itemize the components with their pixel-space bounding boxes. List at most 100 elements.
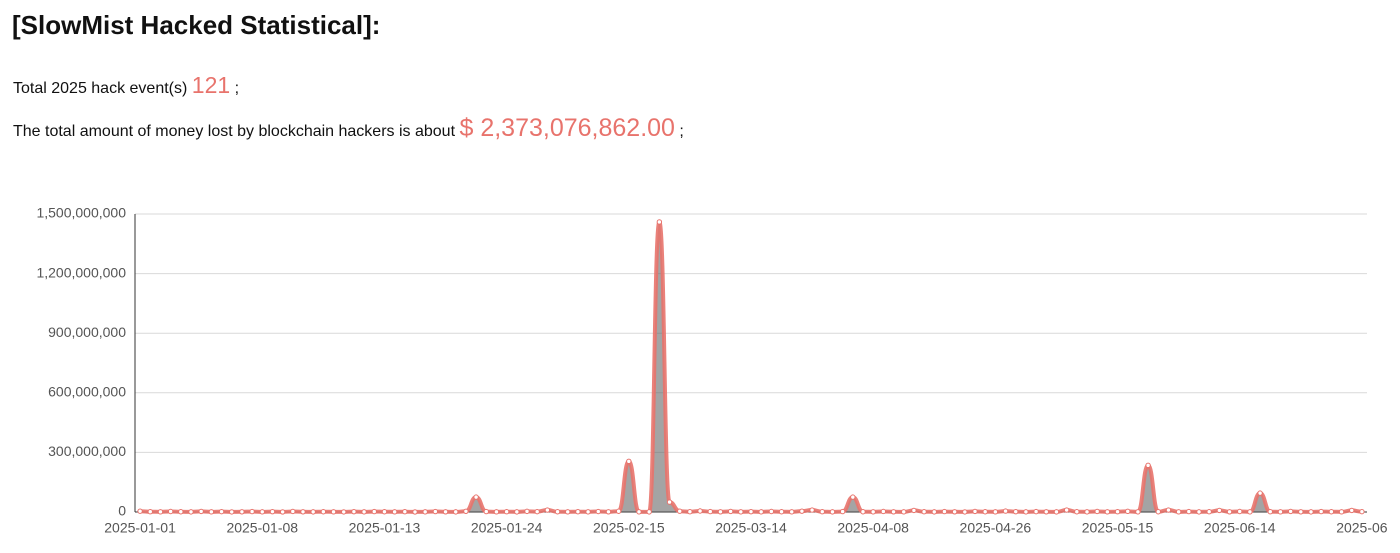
amount-line: The total amount of money lost by blockc… — [13, 114, 684, 143]
point — [819, 509, 825, 515]
x-tick-label: 2025-04-26 — [960, 520, 1032, 536]
point — [717, 509, 724, 515]
point — [361, 509, 367, 515]
point — [1338, 509, 1345, 515]
point — [768, 508, 775, 515]
point — [1155, 509, 1161, 515]
point — [1318, 508, 1324, 515]
point — [300, 509, 306, 515]
point — [320, 509, 327, 515]
point — [402, 509, 408, 515]
y-tick-label: 1,500,000,000 — [36, 205, 126, 221]
point — [646, 509, 652, 515]
point — [1257, 490, 1263, 496]
point — [962, 509, 968, 515]
amount-value: $ 2,373,076,862.00 — [459, 114, 675, 142]
point — [269, 508, 276, 515]
point — [483, 508, 489, 515]
point — [1287, 508, 1294, 515]
point — [524, 508, 530, 515]
point — [1145, 462, 1151, 469]
point — [137, 508, 143, 514]
point — [157, 509, 164, 515]
point — [809, 507, 815, 513]
point — [727, 508, 734, 515]
point — [982, 509, 988, 515]
point — [1165, 507, 1172, 513]
point — [860, 509, 866, 515]
point — [514, 509, 520, 515]
point — [626, 458, 632, 465]
point — [666, 499, 673, 505]
point — [1104, 509, 1111, 515]
point — [188, 509, 194, 515]
x-tick-label: 2025-03-14 — [715, 520, 787, 536]
point — [351, 508, 357, 515]
point — [554, 509, 561, 515]
point — [229, 509, 235, 515]
point — [951, 509, 958, 515]
point — [534, 508, 540, 515]
x-tick-label: 2025-06 — [1336, 520, 1388, 536]
amount-end: ; — [679, 123, 684, 140]
point — [778, 509, 785, 515]
point — [697, 508, 703, 514]
x-tick-label: 2025-01-13 — [349, 520, 421, 536]
point — [972, 508, 978, 515]
point — [748, 508, 754, 515]
point — [1114, 509, 1121, 515]
point — [636, 509, 642, 515]
point — [279, 509, 286, 515]
point — [656, 219, 663, 225]
point — [1063, 507, 1070, 513]
x-tick-label: 2025-01-08 — [226, 520, 298, 536]
point — [1196, 509, 1202, 515]
point — [677, 508, 683, 514]
point — [1023, 509, 1029, 515]
point — [290, 508, 296, 515]
point — [1247, 509, 1253, 515]
point — [880, 508, 887, 515]
point — [890, 509, 897, 515]
point — [870, 509, 876, 515]
area — [140, 221, 1362, 513]
y-tick-label: 1,200,000,000 — [36, 264, 126, 280]
point — [595, 508, 601, 515]
point — [1226, 509, 1233, 515]
point — [259, 509, 265, 515]
point — [615, 508, 622, 514]
point — [330, 509, 337, 515]
x-tick-label: 2025-06-14 — [1204, 520, 1276, 536]
events-label: Total 2025 hack event(s) — [13, 80, 188, 97]
y-tick-label: 300,000,000 — [48, 443, 126, 459]
point — [605, 509, 612, 515]
point — [198, 508, 204, 515]
point — [1013, 508, 1019, 515]
point — [422, 509, 428, 515]
point — [493, 509, 500, 515]
point — [1002, 508, 1009, 514]
point — [310, 509, 316, 515]
point — [1359, 508, 1365, 515]
point — [850, 494, 856, 500]
point — [839, 508, 846, 515]
point — [1298, 509, 1304, 515]
point — [442, 509, 449, 515]
page-title: [SlowMist Hacked Statistical]: — [12, 10, 381, 40]
point — [565, 509, 571, 515]
point — [1074, 509, 1080, 515]
events-line: Total 2025 hack event(s) 121 ; — [13, 72, 239, 99]
point — [167, 508, 174, 515]
point — [1277, 509, 1284, 515]
point — [1175, 509, 1182, 515]
point — [412, 509, 418, 515]
point — [1206, 509, 1212, 515]
point — [1237, 508, 1243, 515]
point — [789, 509, 795, 515]
point — [544, 507, 551, 513]
point — [1043, 509, 1049, 515]
point — [218, 508, 225, 515]
point — [992, 509, 999, 515]
